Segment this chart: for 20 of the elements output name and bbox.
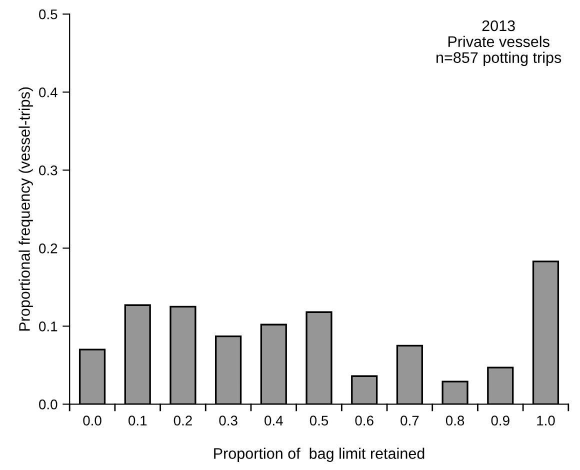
annotation: 2013 Private vessels n=857 potting trips xyxy=(436,20,562,66)
x-tick-label: 0.5 xyxy=(310,416,328,426)
x-tick-label: 0.7 xyxy=(400,416,419,426)
y-tick-label: 0.4 xyxy=(39,87,58,98)
y-axis-title: Proportional frequency (vessel-trips) xyxy=(18,87,33,331)
x-tick-label: 0.6 xyxy=(355,416,374,426)
x-tick-label: 1.0 xyxy=(537,416,555,426)
x-tick-label: 0.3 xyxy=(219,416,238,426)
y-tick-label: 0.5 xyxy=(39,9,58,20)
x-tick-label: 0.2 xyxy=(174,416,192,426)
x-axis-title: Proportion of bag limit retained xyxy=(214,448,424,462)
x-tick-label: 0.9 xyxy=(491,416,510,426)
y-tick-label: 0.2 xyxy=(39,243,58,254)
x-tick-label: 0.0 xyxy=(83,416,102,426)
x-tick-label: 0.8 xyxy=(446,416,464,426)
x-tick-label: 0.4 xyxy=(264,416,283,426)
x-tick-label: 0.1 xyxy=(128,416,147,426)
y-tick-label: 0.3 xyxy=(39,165,58,176)
y-tick-label: 0.1 xyxy=(39,322,58,332)
y-tick-label: 0.0 xyxy=(39,400,58,410)
